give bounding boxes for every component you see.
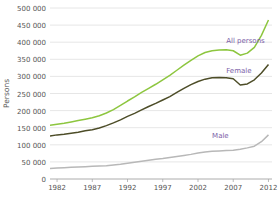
y-tick-label: 500 000 <box>17 5 46 13</box>
grid-line <box>50 110 272 111</box>
grid-line <box>50 8 272 9</box>
y-tick-label: 300 000 <box>17 73 46 81</box>
x-tick <box>268 179 269 182</box>
x-tick-label: 2007 <box>224 184 242 192</box>
y-tick-label: 100 000 <box>17 142 46 150</box>
annotation: Female <box>226 67 251 75</box>
y-tick-label: 0 <box>42 176 46 184</box>
lines <box>50 20 268 168</box>
x-tick-label: 1982 <box>48 184 66 192</box>
x-tick-label: 1987 <box>83 184 101 192</box>
x-tick-label: 1992 <box>119 184 137 192</box>
x-axis-line <box>50 179 272 180</box>
grid-line <box>50 127 272 128</box>
grid-line <box>50 25 272 26</box>
x-tick-label: 2002 <box>189 184 207 192</box>
grid-line <box>50 93 272 94</box>
y-tick-label: 200 000 <box>17 108 46 116</box>
chart: 0 50 000 100 000 150 000 200 000 250 000 300 0… <box>0 0 280 197</box>
grid-line <box>50 76 272 77</box>
grid-line <box>50 179 272 180</box>
grid-line <box>50 144 272 145</box>
x-tick <box>233 179 234 182</box>
x-tick <box>127 179 128 182</box>
grid-line <box>50 59 272 60</box>
y-tick-label: 450 000 <box>17 22 46 30</box>
series-line <box>50 135 268 169</box>
x-tick <box>162 179 163 182</box>
annotation: Male <box>212 132 229 140</box>
annotation: All persons <box>226 37 265 45</box>
series-line <box>50 64 268 135</box>
series-line <box>50 20 268 125</box>
x-tick-label: 1997 <box>154 184 172 192</box>
x-tick <box>57 179 58 182</box>
grid-line <box>50 161 272 162</box>
annotations: All persons Female Male <box>212 37 265 140</box>
y-tick-label: 150 000 <box>17 125 46 133</box>
y-tick-label: 250 000 <box>17 91 46 99</box>
y-axis: 0 50 000 100 000 150 000 200 000 250 000 300 0… <box>17 5 272 184</box>
y-tick-label: 400 000 <box>17 39 46 47</box>
y-tick-label: 50 000 <box>22 159 47 167</box>
x-tick-label: 2012 <box>260 184 278 192</box>
x-axis: 1982 1987 1992 1997 2002 2007 2012 <box>48 179 277 192</box>
x-tick <box>198 179 199 182</box>
x-tick <box>92 179 93 182</box>
y-tick-label: 350 000 <box>17 56 46 64</box>
y-axis-label: Persons <box>2 79 11 108</box>
